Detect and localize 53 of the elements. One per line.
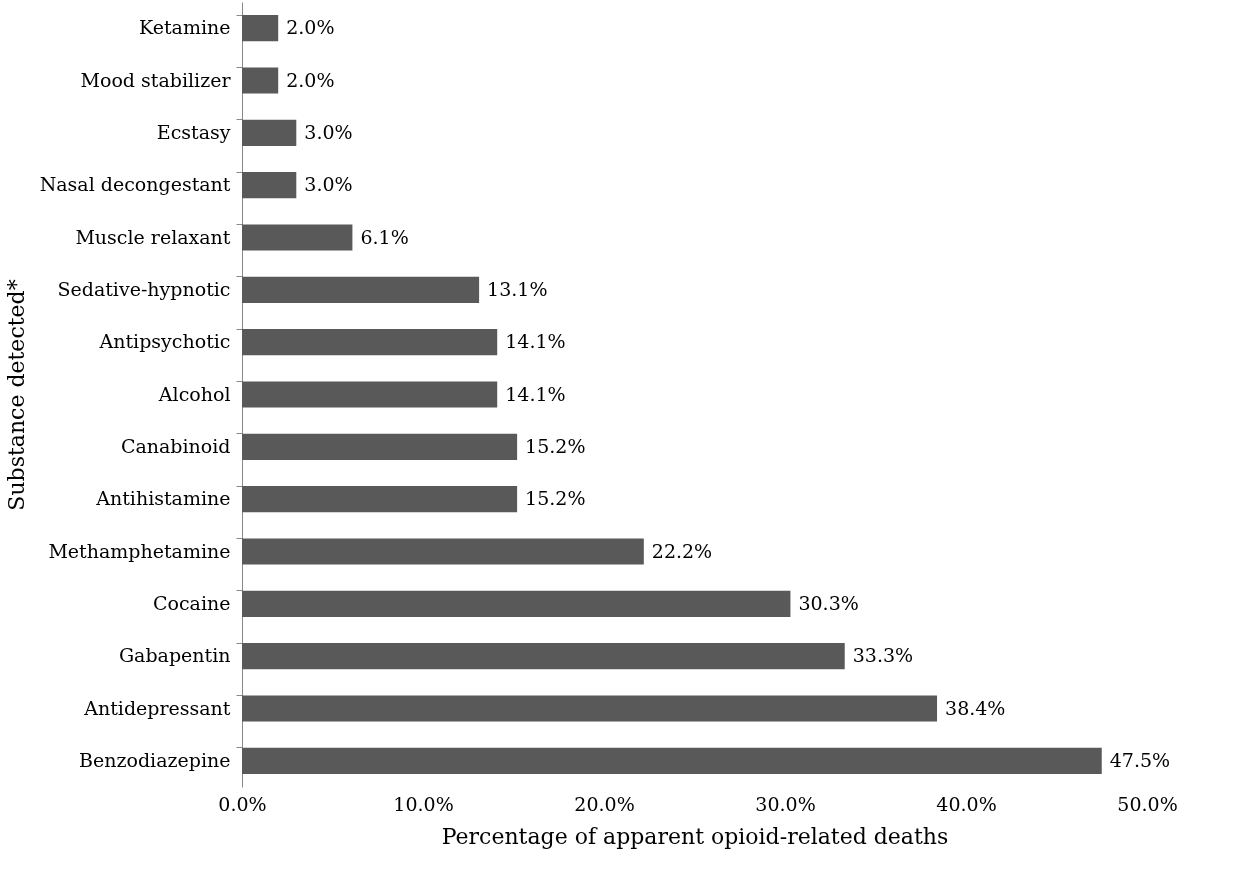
y-tick-label: Benzodiazepine [79, 748, 231, 771]
x-tick-label: 40.0% [936, 792, 997, 815]
data-label: 15.2% [525, 487, 586, 510]
x-tick-label: 20.0% [574, 792, 635, 815]
data-label: 14.1% [505, 382, 566, 405]
y-tick-label: Alcohol [157, 382, 231, 405]
x-tick-label: 10.0% [393, 792, 454, 815]
bar [242, 486, 518, 513]
bar [242, 276, 480, 303]
data-label: 6.1% [360, 225, 409, 248]
y-tick-label: Mood stabilizer [80, 68, 232, 91]
data-label: 3.0% [304, 120, 353, 143]
y-tick-label: Canabinoid [120, 434, 231, 457]
y-tick-label: Ecstasy [156, 120, 231, 143]
bar [242, 590, 791, 617]
y-tick-label: Cocaine [152, 591, 231, 614]
bar [242, 381, 498, 408]
y-tick-label: Methamphetamine [48, 539, 231, 562]
bar [242, 329, 498, 356]
bar [242, 119, 297, 146]
bar [242, 695, 938, 722]
y-tick-label: Ketamine [139, 16, 231, 39]
data-label: 38.4% [945, 696, 1006, 719]
data-label: 30.3% [798, 591, 859, 614]
x-tick-label: 0.0% [218, 792, 267, 815]
data-label: 15.2% [525, 434, 586, 457]
bar [242, 67, 279, 94]
bar [242, 643, 845, 670]
data-label: 14.1% [505, 330, 566, 353]
y-tick-label: Antipsychotic [98, 330, 231, 353]
x-tick-label: 50.0% [1117, 792, 1178, 815]
y-tick-label: Antidepressant [83, 696, 231, 719]
x-tick-label: 30.0% [755, 792, 816, 815]
bar [242, 538, 644, 565]
data-label: 2.0% [286, 68, 335, 91]
data-label: 13.1% [487, 277, 548, 300]
y-axis-title: Substance detected* [3, 279, 29, 511]
data-label: 22.2% [651, 539, 713, 562]
data-label: 47.5% [1109, 748, 1171, 771]
y-tick-label: Muscle relaxant [75, 225, 231, 248]
bar [242, 747, 1102, 774]
x-axis-title: Percentage of apparent opioid-related deaths [441, 823, 949, 849]
data-label: 3.0% [304, 173, 353, 196]
bar [242, 15, 279, 42]
y-tick-label: Antihistamine [95, 487, 231, 510]
bar [242, 433, 518, 460]
y-tick-label: Gabapentin [118, 644, 231, 667]
y-tick-label: Nasal decongestant [39, 173, 231, 196]
data-label: 2.0% [286, 16, 335, 39]
bar [242, 172, 297, 199]
data-label: 33.3% [852, 644, 914, 667]
y-tick-label: Sedative-hypnotic [57, 277, 231, 300]
bar [242, 224, 353, 251]
